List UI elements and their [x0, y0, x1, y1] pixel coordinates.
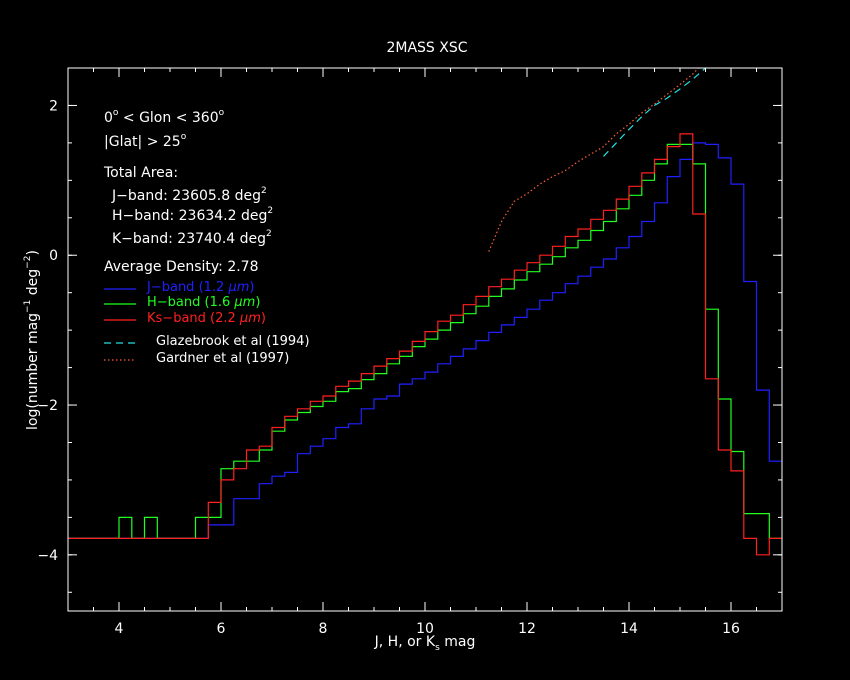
legend-label-jband: J−band (1.2 μm)	[146, 280, 254, 295]
x-tick-label: 6	[217, 621, 226, 637]
annotation-hband-area: H−band: 23634.2 deg2	[112, 206, 273, 224]
x-tick-label: 4	[115, 621, 124, 637]
jband-area-text: J−band: 23605.8 deg	[111, 188, 261, 204]
legend-jband-post: )	[249, 280, 254, 295]
series-line-2	[68, 133, 782, 556]
legend-jband-unit: μm	[227, 280, 249, 295]
legend-hband-unit: μm	[233, 295, 255, 310]
ylabel-sup1: −1	[23, 300, 33, 313]
hband-area-text: H−band: 23634.2 deg	[112, 208, 267, 224]
xlabel-sub: s	[435, 643, 440, 653]
glon-pre: 0	[104, 110, 113, 126]
series-line-4	[488, 68, 700, 252]
y-tick-label: −2	[37, 398, 58, 414]
glon-deg1: o	[113, 108, 119, 118]
series-line-0	[68, 142, 782, 539]
y-tick-label: −4	[37, 548, 58, 564]
x-tick-label: 8	[319, 621, 328, 637]
hband-area-sup: 2	[267, 206, 273, 216]
annotation-glon: 0o < Glon < 360o	[104, 108, 225, 126]
x-tick-label: 12	[518, 621, 536, 637]
legend: J−band (1.2 μm) H−band (1.6 μm) Ks−band …	[104, 280, 310, 366]
legend-label-hband: H−band (1.6 μm)	[147, 295, 260, 310]
xlabel-main: J, H, or K	[374, 634, 436, 650]
ylabel-sup2: −2	[23, 256, 33, 269]
chart-title: 2MASS XSC	[386, 40, 467, 56]
legend-label-ksband: Ks−band (2.2 μm)	[147, 311, 266, 326]
glon-mid: < Glon < 360	[118, 110, 218, 126]
legend-ksband-unit: μm	[239, 311, 261, 326]
xlabel-tail: mag	[440, 634, 476, 650]
ticks-layer: 4 6 8 10 12 14 16 −4 −2 0 2	[37, 67, 783, 637]
series-line-3	[603, 68, 706, 157]
ylabel-mid: deg	[25, 269, 41, 300]
x-tick-label: 10	[416, 621, 434, 637]
annotation-area-title: Total Area:	[103, 165, 178, 181]
annotation-block: 0o < Glon < 360o |Glat| > 25o Total Area…	[103, 108, 273, 275]
jband-area-sup: 2	[261, 186, 267, 196]
kband-area-sup: 2	[266, 229, 272, 239]
series-layer	[68, 68, 782, 556]
y-axis-label: log(number mag−1 deg−2)	[23, 250, 41, 430]
glat-pre: |Glat| > 25	[104, 134, 181, 150]
x-tick-label: 14	[620, 621, 638, 637]
ylabel-main: log(number mag	[25, 313, 41, 430]
ylabel-tail: )	[25, 250, 41, 255]
legend-ksband-pre: Ks−band (2.2	[147, 311, 240, 326]
annotation-kband-area: K−band: 23740.4 deg2	[112, 229, 272, 247]
glon-deg2: o	[219, 108, 225, 118]
kband-area-text: K−band: 23740.4 deg	[112, 231, 266, 247]
legend-jband-pre: J−band (1.2	[146, 280, 228, 295]
legend-ksband-post: )	[261, 311, 266, 326]
legend-label-glazebrook: Glazebrook et al (1994)	[156, 334, 310, 349]
x-tick-label: 16	[722, 621, 740, 637]
legend-hband-post: )	[255, 295, 260, 310]
glat-deg: o	[181, 132, 187, 142]
annotation-glat: |Glat| > 25o	[104, 132, 187, 150]
annotation-jband-area: J−band: 23605.8 deg2	[111, 186, 267, 204]
legend-hband-pre: H−band (1.6	[147, 295, 234, 310]
y-tick-label: 2	[49, 98, 58, 114]
legend-label-gardner: Gardner et al (1997)	[156, 351, 289, 366]
annotation-density: Average Density: 2.78	[104, 259, 259, 275]
x-axis-label: J, H, or Ks mag	[374, 634, 476, 653]
y-tick-label: 0	[49, 248, 58, 264]
